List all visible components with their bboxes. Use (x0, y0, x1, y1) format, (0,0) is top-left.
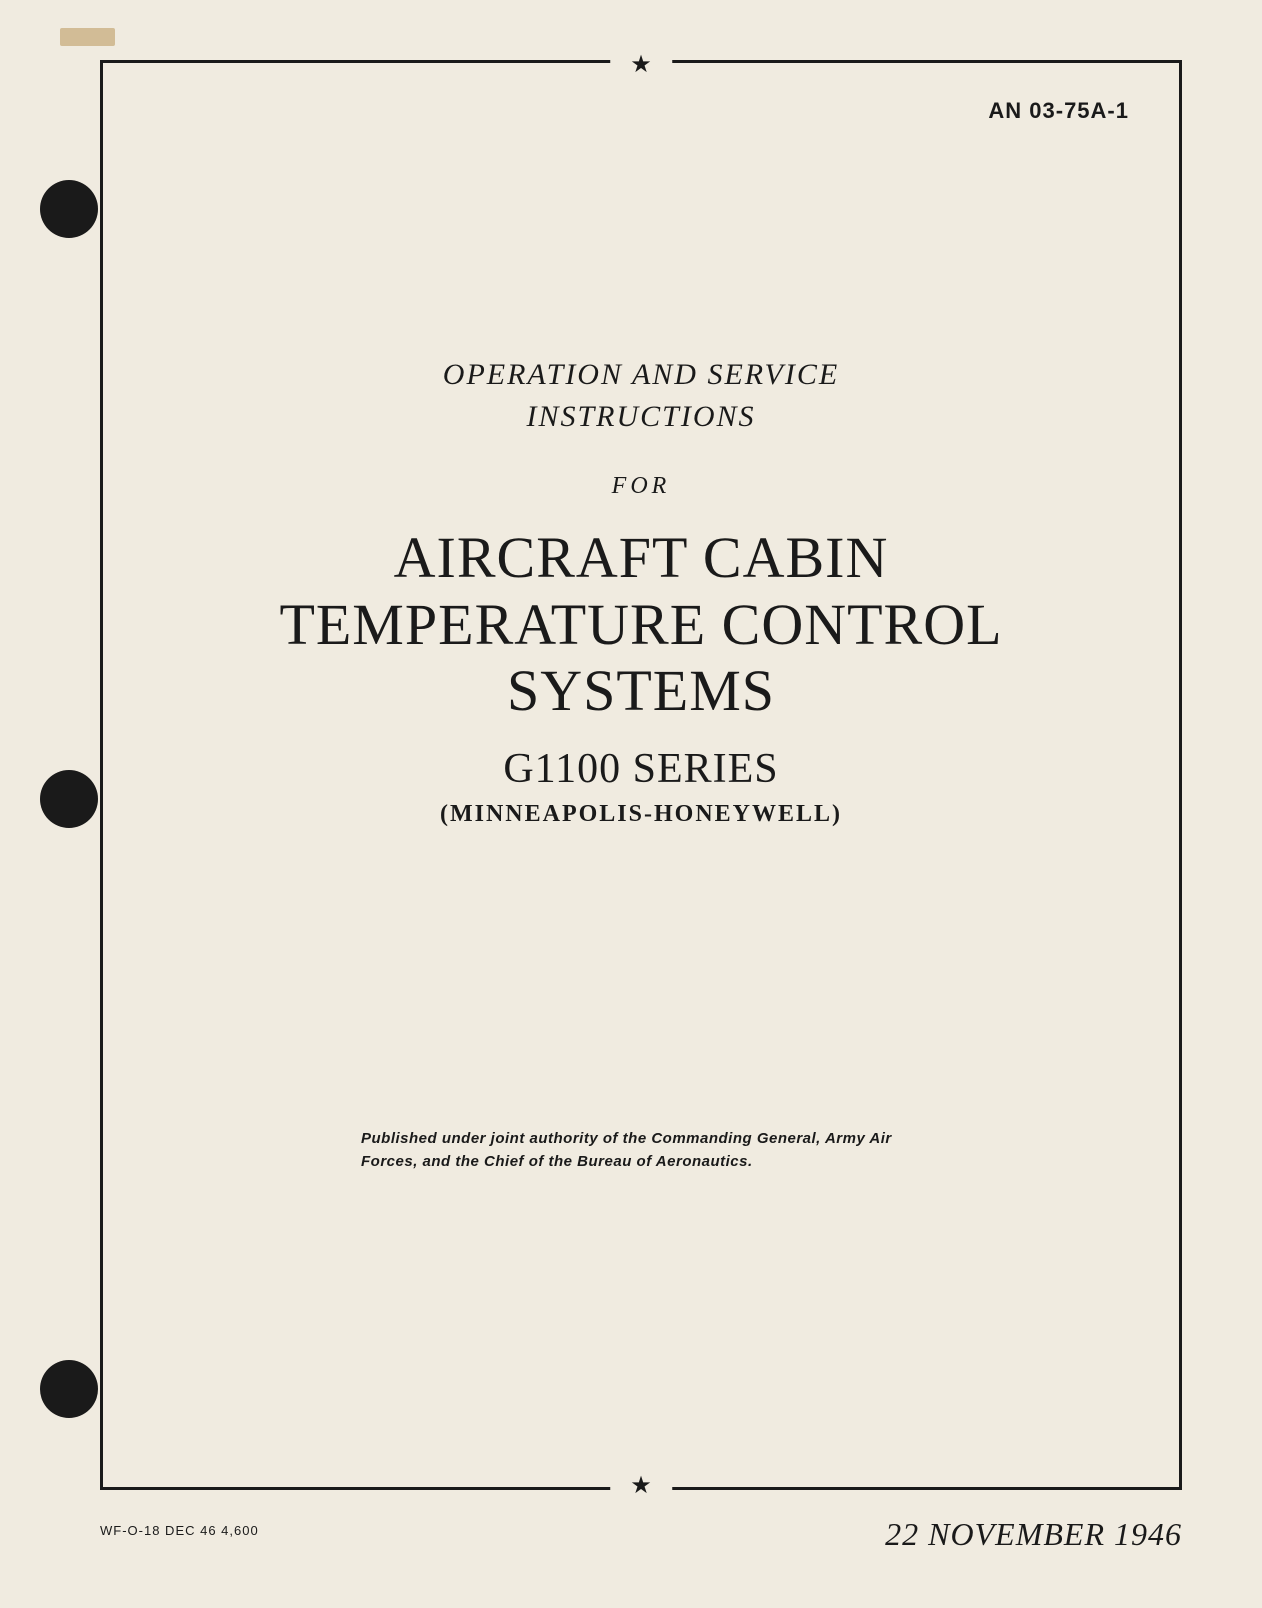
staple-mark (60, 28, 115, 46)
document-number: AN 03-75A-1 (153, 98, 1129, 124)
document-page: ★ ★ AN 03-75A-1 OPERATION AND SERVICE IN… (0, 0, 1262, 1608)
header-line-1: OPERATION AND SERVICE (153, 354, 1129, 396)
publish-note: Published under joint authority of the C… (361, 1128, 921, 1173)
punch-hole (40, 770, 98, 828)
title-line-1: AIRCRAFT CABIN (153, 525, 1129, 592)
star-bottom-icon: ★ (610, 1471, 672, 1500)
star-top-icon: ★ (610, 50, 672, 79)
header-line-2: INSTRUCTIONS (153, 396, 1129, 438)
footer-date: 22 NOVEMBER 1946 (885, 1516, 1182, 1553)
instructions-header: OPERATION AND SERVICE INSTRUCTIONS (153, 354, 1129, 438)
punch-hole (40, 180, 98, 238)
main-title: AIRCRAFT CABIN TEMPERATURE CONTROL SYSTE… (153, 525, 1129, 725)
footer-code: WF-O-18 DEC 46 4,600 (100, 1523, 259, 1538)
punch-hole (40, 1360, 98, 1418)
border-frame: ★ ★ AN 03-75A-1 OPERATION AND SERVICE IN… (100, 60, 1182, 1490)
title-line-3: SYSTEMS (153, 658, 1129, 725)
series-title: G1100 SERIES (153, 745, 1129, 793)
manufacturer-label: (MINNEAPOLIS-HONEYWELL) (153, 801, 1129, 828)
title-line-2: TEMPERATURE CONTROL (153, 592, 1129, 659)
content-area: OPERATION AND SERVICE INSTRUCTIONS FOR A… (153, 354, 1129, 1173)
for-label: FOR (153, 473, 1129, 500)
